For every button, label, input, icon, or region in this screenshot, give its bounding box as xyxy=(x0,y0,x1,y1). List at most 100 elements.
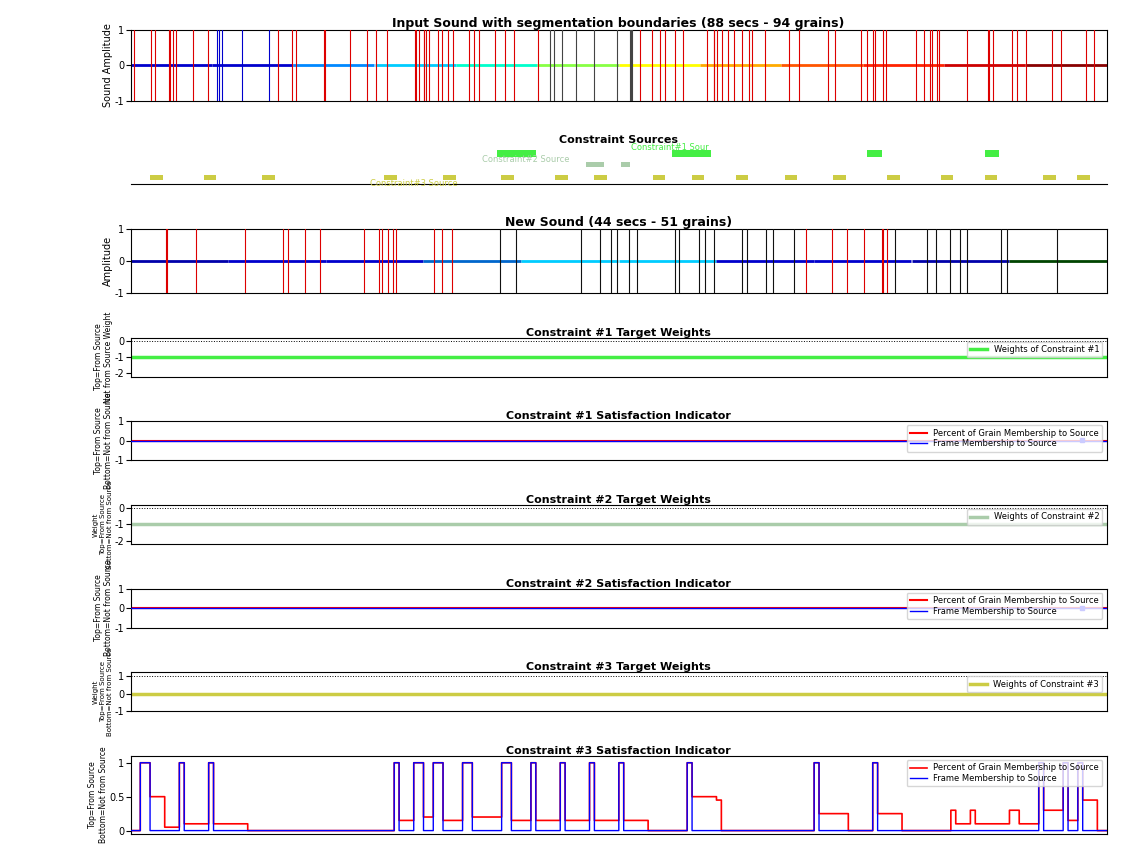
Frame Membership to Source xyxy=(519,603,532,614)
Bar xyxy=(985,175,998,180)
Title: Constraint #1 Satisfaction Indicator: Constraint #1 Satisfaction Indicator xyxy=(506,411,731,421)
Title: Constraint #3 Target Weights: Constraint #3 Target Weights xyxy=(527,662,711,672)
Bar xyxy=(888,175,900,180)
Text: Constraint#1 Sour: Constraint#1 Sour xyxy=(631,144,709,152)
Legend: Weights of Constraint #2: Weights of Constraint #2 xyxy=(967,509,1102,525)
Y-axis label: Weight
Top=From Source
Bottom=Not from Source: Weight Top=From Source Bottom=Not from S… xyxy=(93,648,114,736)
Percent of Grain Membership to Source xyxy=(1071,757,1085,768)
Percent of Grain Membership to Source xyxy=(599,815,613,825)
Frame Membership to Source xyxy=(599,825,613,836)
Bar xyxy=(262,175,275,180)
Frame Membership to Source xyxy=(885,603,899,614)
Percent of Grain Membership to Source xyxy=(224,603,237,614)
Percent of Grain Membership to Source xyxy=(134,757,148,768)
Bar xyxy=(595,175,607,180)
Legend: Percent of Grain Membership to Source, Frame Membership to Source: Percent of Grain Membership to Source, F… xyxy=(907,593,1102,620)
Frame Membership to Source xyxy=(1100,436,1113,446)
Frame Membership to Source xyxy=(1100,603,1113,614)
Bar xyxy=(621,163,630,168)
Frame Membership to Source xyxy=(573,825,587,836)
Weights of Constraint #2 xyxy=(146,519,160,529)
Text: Constraint#2 Source: Constraint#2 Source xyxy=(482,155,570,163)
Text: Constraint#3 Source: Constraint#3 Source xyxy=(370,179,457,188)
Percent of Grain Membership to Source xyxy=(1071,757,1085,768)
Frame Membership to Source xyxy=(224,436,237,446)
Bar xyxy=(443,175,455,180)
Title: Constraint #1 Target Weights: Constraint #1 Target Weights xyxy=(527,328,711,338)
Frame Membership to Source xyxy=(893,825,907,836)
Bar xyxy=(555,175,568,180)
Bar xyxy=(784,175,797,180)
Y-axis label: Weight
Top=From Source
Bottom=Not from Source: Weight Top=From Source Bottom=Not from S… xyxy=(93,480,114,568)
Y-axis label: Sound Amplitude: Sound Amplitude xyxy=(103,23,114,107)
Legend: Percent of Grain Membership to Source, Frame Membership to Source: Percent of Grain Membership to Source, F… xyxy=(907,760,1102,786)
Bar xyxy=(502,175,514,180)
Frame Membership to Source xyxy=(224,603,237,614)
Bar xyxy=(497,151,536,157)
Weights of Constraint #2 xyxy=(124,519,137,529)
Legend: Percent of Grain Membership to Source, Frame Membership to Source: Percent of Grain Membership to Source, F… xyxy=(907,426,1102,452)
Percent of Grain Membership to Source xyxy=(554,436,568,446)
Title: Constraint #2 Satisfaction Indicator: Constraint #2 Satisfaction Indicator xyxy=(506,579,731,589)
Frame Membership to Source xyxy=(124,825,137,836)
Frame Membership to Source xyxy=(902,603,916,614)
Bar xyxy=(691,175,705,180)
Percent of Grain Membership to Source xyxy=(885,603,899,614)
Percent of Grain Membership to Source xyxy=(893,808,907,819)
Percent of Grain Membership to Source xyxy=(1100,603,1113,614)
Legend: Weights of Constraint #3: Weights of Constraint #3 xyxy=(967,677,1102,692)
Bar xyxy=(150,175,162,180)
Frame Membership to Source xyxy=(794,436,808,446)
Bar xyxy=(985,151,999,157)
Weights of Constraint #3 xyxy=(124,688,137,699)
Frame Membership to Source xyxy=(794,603,808,614)
Percent of Grain Membership to Source xyxy=(885,436,899,446)
Percent of Grain Membership to Source xyxy=(794,603,808,614)
Frame Membership to Source xyxy=(124,436,137,446)
Bar xyxy=(385,175,397,180)
Percent of Grain Membership to Source xyxy=(519,436,532,446)
Percent of Grain Membership to Source xyxy=(554,603,568,614)
Bar xyxy=(1043,175,1056,180)
Percent of Grain Membership to Source xyxy=(519,603,532,614)
Frame Membership to Source xyxy=(124,603,137,614)
Line: Frame Membership to Source: Frame Membership to Source xyxy=(131,762,1107,831)
Percent of Grain Membership to Source xyxy=(794,436,808,446)
Bar xyxy=(587,163,604,168)
Percent of Grain Membership to Source xyxy=(1100,825,1113,836)
Percent of Grain Membership to Source xyxy=(124,436,137,446)
Bar xyxy=(941,175,953,180)
Weights of Constraint #1 xyxy=(124,352,137,363)
Frame Membership to Source xyxy=(885,436,899,446)
Y-axis label: Top=From Source
Bottom=Not from Source: Top=From Source Bottom=Not from Source xyxy=(94,560,114,656)
Y-axis label: Amplitude: Amplitude xyxy=(103,236,114,286)
Bar xyxy=(204,175,217,180)
Percent of Grain Membership to Source xyxy=(902,603,916,614)
Frame Membership to Source xyxy=(554,436,568,446)
Percent of Grain Membership to Source xyxy=(124,603,137,614)
Bar xyxy=(1077,175,1090,180)
Frame Membership to Source xyxy=(1071,757,1085,768)
Percent of Grain Membership to Source xyxy=(174,757,187,768)
Frame Membership to Source xyxy=(1100,825,1113,836)
Line: Percent of Grain Membership to Source: Percent of Grain Membership to Source xyxy=(131,762,1107,831)
Title: Constraint Sources: Constraint Sources xyxy=(560,135,678,146)
Percent of Grain Membership to Source xyxy=(573,815,587,825)
Frame Membership to Source xyxy=(174,757,187,768)
Weights of Constraint #1 xyxy=(146,352,160,363)
Legend: Weights of Constraint #1: Weights of Constraint #1 xyxy=(967,342,1102,357)
Title: Input Sound with segmentation boundaries (88 secs - 94 grains): Input Sound with segmentation boundaries… xyxy=(393,17,844,30)
Y-axis label: Top=From Source
Bottom=Not from Source: Top=From Source Bottom=Not from Source xyxy=(94,392,114,489)
Frame Membership to Source xyxy=(1071,757,1085,768)
Title: Constraint #3 Satisfaction Indicator: Constraint #3 Satisfaction Indicator xyxy=(506,746,731,756)
Frame Membership to Source xyxy=(902,436,916,446)
Percent of Grain Membership to Source xyxy=(224,436,237,446)
Title: New Sound (44 secs - 51 grains): New Sound (44 secs - 51 grains) xyxy=(505,216,732,229)
Bar xyxy=(735,175,748,180)
Y-axis label: Top=From Source
Not from Source Weight: Top=From Source Not from Source Weight xyxy=(94,311,114,403)
Bar xyxy=(833,175,846,180)
Bar xyxy=(867,151,882,157)
Frame Membership to Source xyxy=(519,436,532,446)
Frame Membership to Source xyxy=(554,603,568,614)
Bar xyxy=(653,175,665,180)
